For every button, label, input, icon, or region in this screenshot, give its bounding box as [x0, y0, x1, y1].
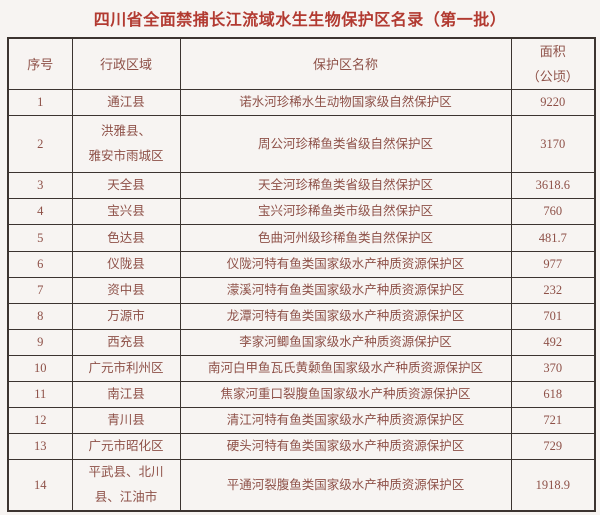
cell-area: 3618.6	[510, 172, 596, 199]
cell-no: 2	[7, 115, 73, 173]
table-row: 12 青川县 清江河特有鱼类国家级水产种质资源保护区 721	[7, 407, 596, 434]
cell-no: 9	[7, 329, 73, 356]
cell-area: 760	[510, 198, 596, 225]
cell-name: 焦家河重口裂腹鱼国家级水产种质资源保护区	[179, 381, 512, 408]
cell-name: 宝兴河珍稀鱼类市级自然保护区	[179, 198, 512, 225]
cell-region: 宝兴县	[71, 198, 181, 225]
cell-area: 729	[510, 433, 596, 460]
cell-name: 李家河鲫鱼国家级水产种质资源保护区	[179, 329, 512, 356]
column-header-area: 面积 （公顷）	[510, 37, 596, 90]
cell-region: 青川县	[71, 407, 181, 434]
cell-region: 天全县	[71, 172, 181, 199]
table-row: 2 洪雅县、 雅安市雨城区 周公河珍稀鱼类省级自然保护区 3170	[7, 115, 596, 173]
page-title: 四川省全面禁捕长江流域水生生物保护区名录（第一批）	[93, 12, 507, 29]
table-row: 1 通江县 诺水河珍稀水生动物国家级自然保护区 9220	[7, 89, 596, 116]
column-header-name: 保护区名称	[179, 37, 512, 90]
cell-region: 南江县	[71, 381, 181, 408]
cell-no: 1	[7, 89, 73, 116]
table-header: 序号 行政区域 保护区名称 面积 （公顷）	[7, 37, 596, 90]
table-row: 7 资中县 濛溪河特有鱼类国家级水产种质资源保护区 232	[7, 277, 596, 304]
cell-name: 硬头河特有鱼类国家级水产种质资源保护区	[179, 433, 512, 460]
cell-no: 11	[7, 381, 73, 408]
cell-no: 8	[7, 303, 73, 330]
column-header-no: 序号	[7, 37, 73, 90]
cell-region: 广元市昭化区	[71, 433, 181, 460]
table-row: 8 万源市 龙潭河特有鱼类国家级水产种质资源保护区 701	[7, 303, 596, 330]
protected-areas-table: 序号 行政区域 保护区名称 面积 （公顷） 1 通江县 诺水河珍稀水生动物国家级自然…	[7, 37, 596, 512]
cell-area: 701	[510, 303, 596, 330]
cell-region: 广元市利州区	[71, 355, 181, 382]
cell-area: 977	[510, 251, 596, 278]
cell-no: 6	[7, 251, 73, 278]
cell-area: 3170	[510, 115, 596, 173]
cell-name: 周公河珍稀鱼类省级自然保护区	[179, 115, 512, 173]
cell-no: 10	[7, 355, 73, 382]
cell-no: 13	[7, 433, 73, 460]
cell-name: 南河白甲鱼瓦氏黄颡鱼国家级水产种质资源保护区	[179, 355, 512, 382]
cell-region: 万源市	[71, 303, 181, 330]
table-row: 3 天全县 天全河珍稀鱼类省级自然保护区 3618.6	[7, 172, 596, 199]
cell-no: 5	[7, 224, 73, 252]
table-row: 9 西充县 李家河鲫鱼国家级水产种质资源保护区 492	[7, 329, 596, 356]
cell-no: 12	[7, 407, 73, 434]
table-row: 6 仪陇县 仪陇河特有鱼类国家级水产种质资源保护区 977	[7, 251, 596, 278]
cell-name: 平通河裂腹鱼类国家级水产种质资源保护区	[179, 459, 512, 512]
table-row: 11 南江县 焦家河重口裂腹鱼国家级水产种质资源保护区 618	[7, 381, 596, 408]
cell-no: 7	[7, 277, 73, 304]
header-row: 序号 行政区域 保护区名称 面积 （公顷）	[7, 37, 596, 90]
cell-area: 1918.9	[510, 459, 596, 512]
cell-no: 3	[7, 172, 73, 199]
cell-no: 14	[7, 459, 73, 512]
cell-name: 龙潭河特有鱼类国家级水产种质资源保护区	[179, 303, 512, 330]
table-body: 1 通江县 诺水河珍稀水生动物国家级自然保护区 9220 2 洪雅县、 雅安市雨城区 周公河…	[7, 89, 596, 512]
cell-name: 天全河珍稀鱼类省级自然保护区	[179, 172, 512, 199]
cell-region: 平武县、北川 县、江油市	[71, 459, 181, 512]
cell-region: 通江县	[71, 89, 181, 116]
cell-name: 清江河特有鱼类国家级水产种质资源保护区	[179, 407, 512, 434]
table-row: 13 广元市昭化区 硬头河特有鱼类国家级水产种质资源保护区 729	[7, 433, 596, 460]
cell-region: 西充县	[71, 329, 181, 356]
cell-area: 232	[510, 277, 596, 304]
cell-name: 濛溪河特有鱼类国家级水产种质资源保护区	[179, 277, 512, 304]
cell-region: 洪雅县、 雅安市雨城区	[71, 115, 181, 173]
cell-area: 370	[510, 355, 596, 382]
cell-name: 色曲河州级珍稀鱼类自然保护区	[179, 224, 512, 252]
cell-name: 仪陇河特有鱼类国家级水产种质资源保护区	[179, 251, 512, 278]
cell-name: 诺水河珍稀水生动物国家级自然保护区	[179, 89, 512, 116]
table-row: 10 广元市利州区 南河白甲鱼瓦氏黄颡鱼国家级水产种质资源保护区 370	[7, 355, 596, 382]
cell-area: 9220	[510, 89, 596, 116]
cell-area: 721	[510, 407, 596, 434]
table-row: 14 平武县、北川 县、江油市 平通河裂腹鱼类国家级水产种质资源保护区 1918.9	[7, 459, 596, 512]
cell-area: 492	[510, 329, 596, 356]
column-header-region: 行政区域	[71, 37, 181, 90]
table-row: 5 色达县 色曲河州级珍稀鱼类自然保护区 481.7	[7, 224, 596, 252]
cell-area: 481.7	[510, 224, 596, 252]
cell-no: 4	[7, 198, 73, 225]
table-row: 4 宝兴县 宝兴河珍稀鱼类市级自然保护区 760	[7, 198, 596, 225]
cell-region: 仪陇县	[71, 251, 181, 278]
cell-region: 资中县	[71, 277, 181, 304]
cell-region: 色达县	[71, 224, 181, 252]
cell-area: 618	[510, 381, 596, 408]
